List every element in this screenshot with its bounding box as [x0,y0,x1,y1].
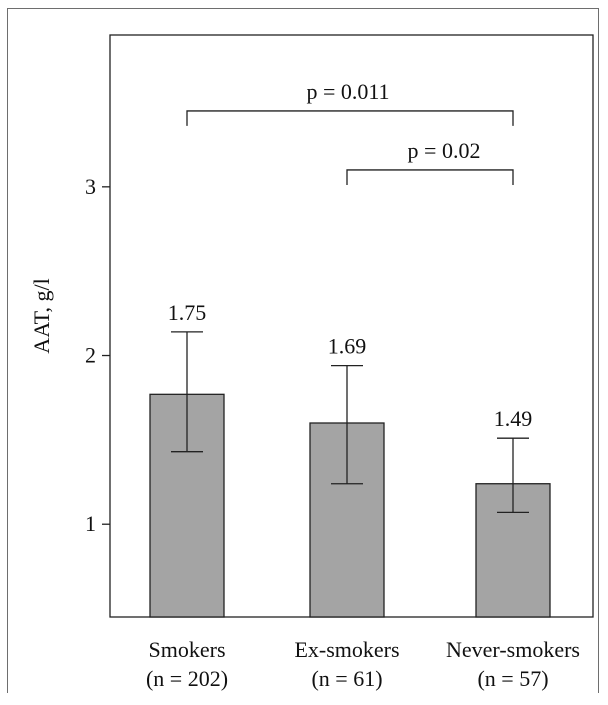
data-label: 1.69 [328,334,367,359]
y-tick-label: 1 [85,511,96,536]
data-label: 1.75 [168,300,207,325]
category-n-label: (n = 61) [311,666,382,691]
data-label: 1.49 [494,406,533,431]
category-label: Never-smokers [446,637,580,662]
category-n-label: (n = 57) [477,666,548,691]
y-tick-label: 3 [85,174,96,199]
p-value-label: p = 0.011 [306,79,389,104]
figure-frame [7,8,599,693]
category-label: Smokers [149,637,226,662]
category-label: Ex-smokers [294,637,399,662]
significance-bracket [346,169,514,185]
p-value-label: p = 0.02 [408,138,481,163]
y-tick-label: 2 [85,343,96,368]
significance-bracket [186,110,514,126]
y-axis-label: AAT, g/l [29,278,54,353]
category-n-label: (n = 202) [146,666,228,691]
